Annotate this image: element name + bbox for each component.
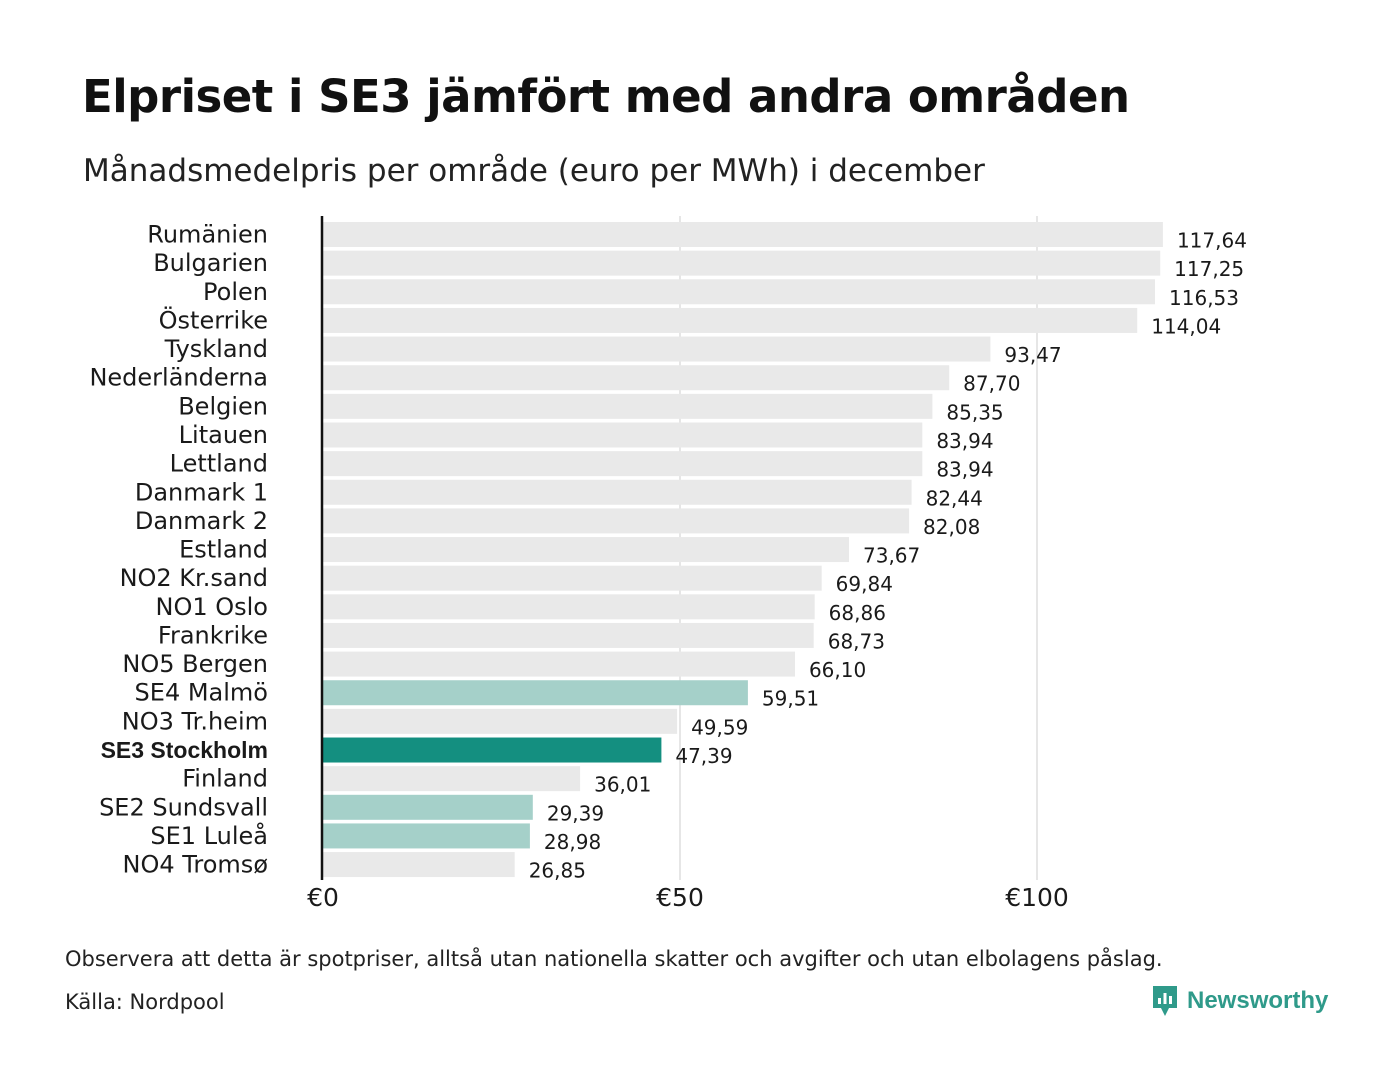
category-label: Finland <box>182 765 268 793</box>
bar <box>323 279 1155 305</box>
category-label: SE1 Luleå <box>150 821 268 850</box>
value-labels: 117,64 117,25 116,53 114,04 93,47 87,70 85,35 8… <box>529 229 1247 883</box>
bar <box>323 537 849 563</box>
category-label: SE2 Sundsvall <box>99 793 268 821</box>
category-label: Danmark 2 <box>135 507 268 535</box>
bar <box>323 737 662 763</box>
category-label: Österrike <box>159 305 268 334</box>
brand-name: Newsworthy <box>1187 987 1329 1014</box>
value-label: 73,67 <box>863 544 920 568</box>
value-label: 87,70 <box>963 372 1020 396</box>
value-label: 68,86 <box>829 601 886 625</box>
value-label: 68,73 <box>828 629 885 653</box>
value-label: 116,53 <box>1169 286 1239 310</box>
newsworthy-logo-icon <box>1153 986 1177 1016</box>
value-label: 29,39 <box>547 801 604 825</box>
category-labels: RumänienBulgarienPolenÖsterrikeTysklandN… <box>89 221 268 879</box>
category-label: Frankrike <box>158 621 268 649</box>
bar <box>323 708 678 734</box>
value-label: 82,44 <box>926 486 983 510</box>
value-label: 117,25 <box>1174 257 1244 281</box>
category-label: SE3 Stockholm <box>101 737 268 763</box>
chart-title: Elpriset i SE3 jämfört med andra områden <box>82 70 1130 123</box>
bar <box>323 336 991 362</box>
bar <box>323 565 822 591</box>
value-label: 26,85 <box>529 859 586 883</box>
source-note: Källa: Nordpool <box>65 990 225 1014</box>
chart-subtitle: Månadsmedelpris per område (euro per MWh… <box>83 153 985 189</box>
value-label: 36,01 <box>594 773 651 797</box>
category-label: Bulgarien <box>153 249 268 277</box>
x-tick-labels: €0 €50 €100 <box>307 883 1069 912</box>
category-label: Estland <box>179 536 268 564</box>
footnote: Observera att detta är spotpriser, allts… <box>65 947 1163 971</box>
category-label: NO2 Kr.sand <box>120 564 268 592</box>
bar <box>323 680 748 706</box>
bar-chart: 117,64 117,25 116,53 114,04 93,47 87,70 85,35 8… <box>89 216 1247 912</box>
category-label: Lettland <box>170 450 268 478</box>
bar <box>323 393 933 419</box>
category-label: Belgien <box>178 392 268 420</box>
category-label: SE4 Malmö <box>135 679 268 707</box>
value-label: 82,08 <box>923 515 980 539</box>
category-label: Polen <box>203 278 268 306</box>
value-label: 114,04 <box>1151 314 1221 338</box>
category-label: NO5 Bergen <box>122 650 268 678</box>
bar <box>323 622 814 648</box>
bar <box>323 250 1161 276</box>
category-label: Danmark 1 <box>135 478 268 506</box>
value-label: 85,35 <box>946 400 1003 424</box>
bar <box>323 852 515 878</box>
value-label: 117,64 <box>1177 229 1247 253</box>
value-label: 83,94 <box>936 458 993 482</box>
value-label: 47,39 <box>675 744 732 768</box>
value-label: 66,10 <box>809 658 866 682</box>
value-label: 49,59 <box>691 715 748 739</box>
value-label: 28,98 <box>544 830 601 854</box>
x-tick-label: €100 <box>1005 883 1069 912</box>
bar <box>323 451 923 477</box>
bar <box>323 794 533 820</box>
bar <box>323 422 923 448</box>
bar <box>323 307 1138 333</box>
category-label: NO4 Tromsø <box>123 851 268 879</box>
category-label: Nederländerna <box>89 364 268 392</box>
category-label: NO3 Tr.heim <box>122 707 268 735</box>
bar <box>323 651 795 677</box>
bar <box>323 823 530 849</box>
bar <box>323 508 910 534</box>
category-label: Litauen <box>179 421 268 449</box>
bar <box>323 594 815 620</box>
x-tick-label: €0 <box>307 883 339 912</box>
bar <box>323 222 1163 247</box>
category-label: Tyskland <box>164 335 268 363</box>
bar <box>323 365 950 391</box>
bars <box>323 222 1163 878</box>
bar <box>323 766 581 792</box>
value-label: 59,51 <box>762 687 819 711</box>
bar <box>323 479 912 505</box>
value-label: 93,47 <box>1004 343 1061 367</box>
category-label: NO1 Oslo <box>156 593 269 621</box>
value-label: 83,94 <box>936 429 993 453</box>
value-label: 69,84 <box>836 572 893 596</box>
category-label: Rumänien <box>147 221 268 249</box>
x-tick-label: €50 <box>656 883 704 912</box>
brand-logo[interactable]: Newsworthy <box>1151 984 1328 1018</box>
